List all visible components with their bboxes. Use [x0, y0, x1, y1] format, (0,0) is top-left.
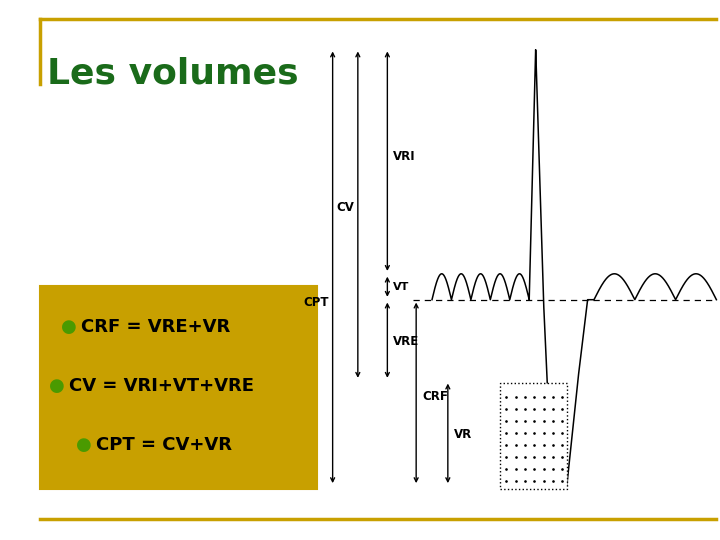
Text: VT: VT [393, 282, 410, 292]
Text: ●: ● [76, 436, 91, 455]
Text: ●: ● [49, 377, 65, 395]
Text: CV: CV [336, 201, 354, 214]
Text: Les volumes: Les volumes [47, 57, 298, 91]
Text: VRI: VRI [393, 150, 415, 163]
Text: VRE: VRE [393, 335, 419, 348]
Text: ●: ● [61, 318, 77, 336]
Text: CPT = CV+VR: CPT = CV+VR [96, 436, 232, 455]
Text: CV = VRI+VT+VRE: CV = VRI+VT+VRE [69, 377, 254, 395]
Text: CRF: CRF [422, 390, 448, 403]
Text: CRF = VRE+VR: CRF = VRE+VR [81, 318, 230, 336]
Bar [40, 286, 317, 489]
Text: VR: VR [454, 428, 472, 441]
Text: CPT: CPT [304, 296, 329, 309]
Bar [500, 383, 567, 489]
